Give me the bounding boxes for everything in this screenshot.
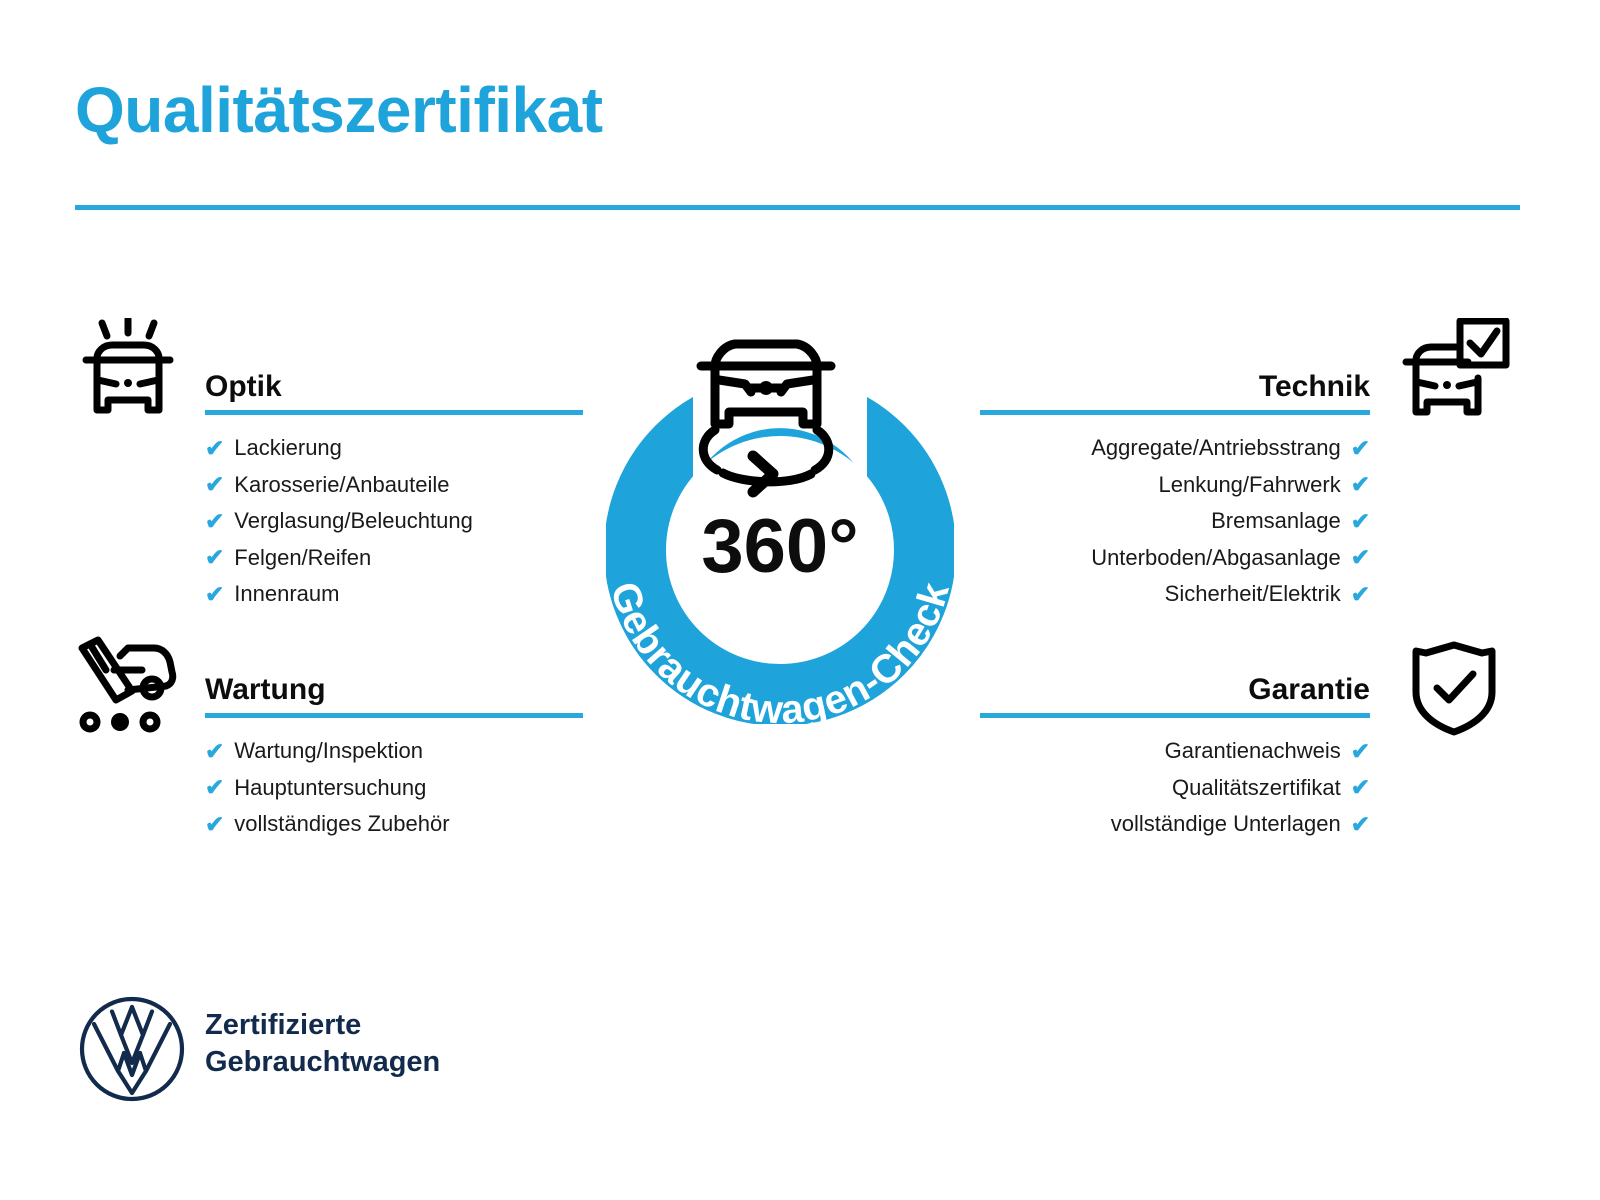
list-item: ✔ Innenraum xyxy=(205,576,583,613)
section-garantie: Garantie Garantienachweis ✔ Qualitätszert… xyxy=(980,655,1370,836)
section-title-wartung: Wartung xyxy=(205,673,326,706)
list-item-label: vollständige Unterlagen xyxy=(1110,811,1341,836)
list-item: ✔ Hauptuntersuchung xyxy=(205,770,583,807)
check-icon: ✔ xyxy=(205,774,225,801)
list-item: Unterboden/Abgasanlage ✔ xyxy=(980,540,1370,577)
check-icon: ✔ xyxy=(205,507,225,534)
check-icon: ✔ xyxy=(205,580,225,607)
volkswagen-logo xyxy=(78,995,186,1103)
check-icon: ✔ xyxy=(1350,507,1370,534)
section-title-technik: Technik xyxy=(1258,370,1370,403)
list-item: ✔ Verglasung/Beleuchtung xyxy=(205,503,583,540)
footer-line-1: Zertifizierte xyxy=(205,1009,362,1041)
check-icon: ✔ xyxy=(205,434,225,461)
list-item-label: Aggregate/Antriebsstrang xyxy=(1091,435,1341,460)
checklist-garantie: Garantienachweis ✔ Qualitätszertifikat ✔ v… xyxy=(980,733,1370,843)
360-gebrauchtwagen-check-badge: Gebrauchtwagen-Check 360° xyxy=(565,300,995,760)
list-item-label: Karosserie/Anbauteile xyxy=(234,471,450,497)
check-icon: ✔ xyxy=(1350,544,1370,571)
header-divider xyxy=(75,205,1520,210)
list-item-label: Bremsanlage xyxy=(1211,508,1341,533)
list-item-label: Unterboden/Abgasanlage xyxy=(1091,544,1341,570)
list-item-label: Innenraum xyxy=(234,581,340,606)
section-header: Technik xyxy=(980,352,1370,410)
shield-check-icon xyxy=(1404,640,1504,736)
check-icon: ✔ xyxy=(1350,580,1370,607)
list-item: vollständige Unterlagen ✔ xyxy=(980,806,1370,843)
list-item-label: Qualitätszertifikat xyxy=(1171,774,1341,800)
section-title-optik: Optik xyxy=(205,370,282,403)
check-icon: ✔ xyxy=(205,544,225,571)
section-divider xyxy=(205,713,583,718)
list-item-label: Sicherheit/Elektrik xyxy=(1164,581,1341,606)
pencil-car-service-icon xyxy=(68,634,184,734)
list-item: Bremsanlage ✔ xyxy=(980,503,1370,540)
section-wartung: Wartung ✔ Wartung/Inspektion ✔ Hauptunters… xyxy=(205,655,583,836)
check-icon: ✔ xyxy=(205,737,225,764)
car-front-checkbox-icon xyxy=(1398,318,1510,422)
footer-line-2: Gebrauchtwagen xyxy=(205,1046,441,1078)
list-item: Sicherheit/Elektrik ✔ xyxy=(980,576,1370,613)
check-icon: ✔ xyxy=(1350,810,1370,837)
section-header: Optik xyxy=(205,352,583,410)
check-icon: ✔ xyxy=(1350,774,1370,801)
section-divider xyxy=(980,410,1370,415)
section-divider xyxy=(205,410,583,415)
section-optik: Optik ✔ Lackierung ✔ Karosserie/Anbauteile… xyxy=(205,352,583,606)
section-header: Garantie xyxy=(980,655,1370,713)
list-item: Qualitätszertifikat ✔ xyxy=(980,770,1370,807)
list-item-label: Lenkung/Fahrwerk xyxy=(1158,471,1341,497)
list-item: Aggregate/Antriebsstrang ✔ xyxy=(980,430,1370,467)
list-item-label: Wartung/Inspektion xyxy=(234,738,424,763)
check-icon: ✔ xyxy=(205,810,225,837)
list-item-label: Felgen/Reifen xyxy=(234,544,372,570)
list-item: ✔ vollständiges Zubehör xyxy=(205,806,583,843)
checklist-wartung: ✔ Wartung/Inspektion ✔ Hauptuntersuchung ✔… xyxy=(205,733,583,843)
check-icon: ✔ xyxy=(1350,737,1370,764)
list-item-label: Hauptuntersuchung xyxy=(234,774,427,800)
check-icon: ✔ xyxy=(205,471,225,498)
footer-claim: Zertifizierte Gebrauchtwagen xyxy=(205,1007,440,1081)
check-icon: ✔ xyxy=(1350,434,1370,461)
list-item-label: Verglasung/Beleuchtung xyxy=(234,508,473,533)
checklist-technik: Aggregate/Antriebsstrang ✔ Lenkung/Fahrwe… xyxy=(980,430,1370,613)
checklist-optik: ✔ Lackierung ✔ Karosserie/Anbauteile ✔ Verg… xyxy=(205,430,583,613)
list-item-label: Lackierung xyxy=(234,435,342,460)
list-item: ✔ Lackierung xyxy=(205,430,583,467)
section-header: Wartung xyxy=(205,655,583,713)
section-divider xyxy=(980,713,1370,718)
check-icon: ✔ xyxy=(1350,471,1370,498)
list-item: Lenkung/Fahrwerk ✔ xyxy=(980,467,1371,504)
section-technik: Technik Aggregate/Antriebsstrang ✔ Lenkun… xyxy=(980,352,1370,606)
section-title-garantie: Garantie xyxy=(1248,673,1370,706)
list-item: Garantienachweis ✔ xyxy=(980,733,1370,770)
list-item-label: vollständiges Zubehör xyxy=(234,811,450,836)
list-item: ✔ Karosserie/Anbauteile xyxy=(205,467,583,504)
car-front-shine-icon xyxy=(72,318,184,422)
car-front-rotate-icon xyxy=(696,339,836,498)
badge-center-label: 360° xyxy=(701,504,858,589)
list-item: ✔ Wartung/Inspektion xyxy=(205,733,583,770)
list-item: ✔ Felgen/Reifen xyxy=(205,540,583,577)
page-title: Qualitätszertifikat xyxy=(75,74,603,146)
list-item-label: Garantienachweis xyxy=(1164,738,1341,763)
